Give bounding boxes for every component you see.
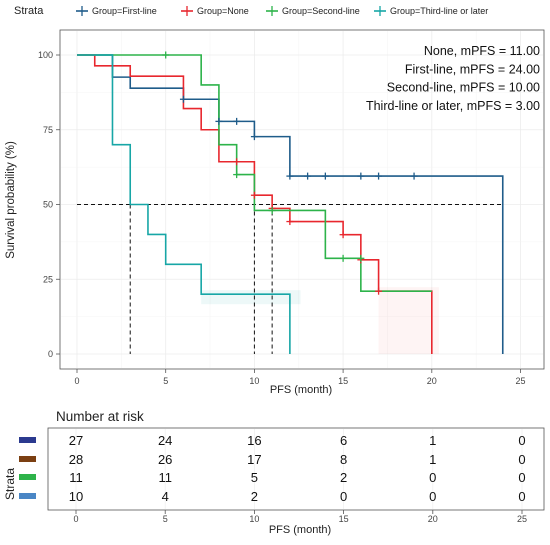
x-axis-label: PFS (month) xyxy=(270,384,332,396)
y-tick-label: 50 xyxy=(43,200,53,210)
risk-table-swatches xyxy=(19,437,36,499)
x-tick-label: 15 xyxy=(338,376,348,386)
risk-cell: 8 xyxy=(340,452,347,467)
risk-row-swatch xyxy=(19,456,36,462)
median-annotations: None, mPFS = 11.00 First-line, mPFS = 24.… xyxy=(366,44,540,113)
y-tick-label: 100 xyxy=(38,50,53,60)
risk-cell: 28 xyxy=(69,452,83,467)
risk-x-tick-label: 10 xyxy=(249,514,259,524)
risk-table-title: Number at risk xyxy=(56,409,144,424)
plot-border xyxy=(59,29,545,370)
risk-x-tick-label: 20 xyxy=(428,514,438,524)
censor-marks xyxy=(162,51,418,295)
risk-cell: 11 xyxy=(158,470,172,485)
risk-table-panel: Number at risk 27 24 16 6 1 028 26 17 8 1 011 11 5 2 0… xyxy=(3,409,545,536)
y-tick-label: 0 xyxy=(48,349,53,359)
risk-table-xlabel: PFS (month) xyxy=(269,524,331,536)
risk-cell: 5 xyxy=(251,470,258,485)
risk-table-grid xyxy=(75,429,523,509)
legend-label: Group=First-line xyxy=(92,6,157,16)
median-annotation: None, mPFS = 11.00 xyxy=(424,44,540,58)
x-tick-label: 0 xyxy=(74,376,79,386)
risk-cell: 0 xyxy=(518,452,525,467)
legend-label: Group=Second-line xyxy=(282,6,360,16)
risk-row-swatch xyxy=(19,474,36,480)
km-plot-panel: None, mPFS = 11.00 First-line, mPFS = 24.… xyxy=(5,29,545,396)
legend-label: Group=None xyxy=(197,6,249,16)
x-tick-label: 25 xyxy=(515,376,525,386)
risk-row-swatch xyxy=(19,493,36,499)
x-tick-label: 10 xyxy=(249,376,259,386)
risk-cell: 24 xyxy=(158,433,172,448)
risk-table-border xyxy=(47,427,545,511)
risk-table-ylabel: Strata xyxy=(3,468,17,500)
risk-cell: 0 xyxy=(429,489,436,504)
risk-cell: 1 xyxy=(429,452,436,467)
risk-table-x-ticks: 0 5 10 15 20 25 xyxy=(73,510,527,524)
shade-third-line xyxy=(201,290,301,305)
y-tick-label: 75 xyxy=(43,125,53,135)
risk-cell: 2 xyxy=(340,470,347,485)
risk-cell: 0 xyxy=(518,489,525,504)
x-tick-label: 20 xyxy=(427,376,437,386)
x-axis-ticks: 0 5 10 15 20 25 xyxy=(74,369,526,386)
y-axis-ticks: 0 25 50 75 100 xyxy=(38,50,60,359)
risk-row-swatch xyxy=(19,437,36,443)
risk-cell: 0 xyxy=(340,489,347,504)
risk-cell: 17 xyxy=(247,452,261,467)
risk-x-tick-label: 25 xyxy=(517,514,527,524)
risk-cell: 2 xyxy=(251,489,258,504)
legend-items: Group=First-line Group=None Group=Second-l… xyxy=(76,6,488,16)
x-tick-label: 5 xyxy=(163,376,168,386)
risk-cell: 0 xyxy=(429,470,436,485)
risk-cell: 11 xyxy=(69,470,83,485)
risk-x-tick-label: 15 xyxy=(339,514,349,524)
risk-cell: 26 xyxy=(158,452,172,467)
risk-cell: 10 xyxy=(69,489,83,504)
legend-label: Group=Third-line or later xyxy=(390,6,488,16)
legend: Strata Group=First-line Group=None Group=S… xyxy=(14,5,488,17)
median-annotation: Third-line or later, mPFS = 3.00 xyxy=(366,99,540,113)
risk-cell: 16 xyxy=(247,433,261,448)
risk-cell: 27 xyxy=(69,433,83,448)
shade-none xyxy=(378,287,439,354)
risk-cell: 4 xyxy=(162,489,169,504)
risk-cell: 1 xyxy=(429,433,436,448)
median-annotation: Second-line, mPFS = 10.00 xyxy=(387,81,540,95)
legend-title: Strata xyxy=(14,5,44,17)
risk-x-tick-label: 5 xyxy=(163,514,168,524)
risk-cell: 0 xyxy=(518,470,525,485)
risk-cell: 6 xyxy=(340,433,347,448)
median-annotation: First-line, mPFS = 24.00 xyxy=(405,62,540,76)
y-tick-label: 25 xyxy=(43,274,53,284)
risk-x-tick-label: 0 xyxy=(73,514,78,524)
risk-table-cells: 27 24 16 6 1 028 26 17 8 1 011 11 5 2 0 010 4 2 0 0 0 xyxy=(69,433,526,504)
risk-cell: 0 xyxy=(518,433,525,448)
survival-curve xyxy=(77,54,291,354)
y-axis-label: Survival probability (%) xyxy=(5,141,17,259)
